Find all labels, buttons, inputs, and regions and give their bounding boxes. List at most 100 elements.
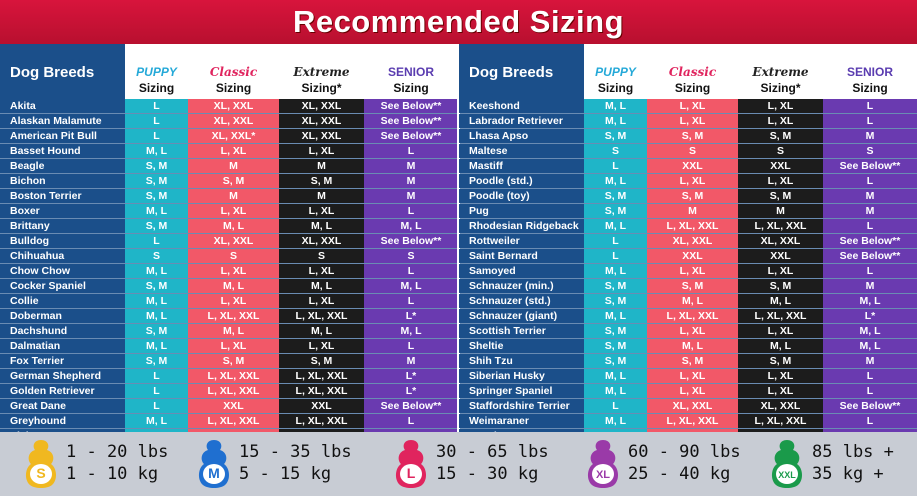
puppy-size: L — [125, 113, 188, 129]
header-puppy-label: Sizing — [138, 81, 175, 95]
senior-size: L — [823, 99, 917, 114]
senior-size: See Below** — [364, 99, 458, 114]
puppy-size: S, M — [584, 323, 647, 339]
puppy-size: M, L — [125, 143, 188, 159]
header-classic-label: Sizing — [674, 81, 711, 95]
sizing-tables: Dog Breeds PUPPY Sizing Classic Sizing Ext… — [0, 44, 917, 459]
extreme-size: M — [279, 188, 364, 204]
classic-size: S, M — [188, 173, 279, 189]
senior-size: L* — [823, 308, 917, 324]
classic-size: M, L — [188, 278, 279, 294]
classic-size: M, L — [647, 293, 738, 309]
header-extreme: Extreme Sizing* — [738, 44, 823, 99]
breed-name: Labrador Retriever — [459, 113, 584, 129]
table-row: Doberman M, L L, XL, XXL L, XL, XXL L* — [0, 308, 458, 324]
classic-size: XL, XXL — [647, 398, 738, 414]
legend-lbs: 60 - 90 lbs — [628, 442, 741, 462]
extreme-size: M — [279, 158, 364, 174]
senior-size: L — [823, 218, 917, 234]
puppy-size: S, M — [584, 293, 647, 309]
senior-size: See Below** — [364, 113, 458, 129]
breed-name: Scottish Terrier — [459, 323, 584, 339]
classic-size: L, XL — [647, 383, 738, 399]
puppy-size: S, M — [125, 158, 188, 174]
legend-kg: 1 - 10 kg — [66, 464, 159, 484]
breed-name: Doberman — [0, 308, 125, 324]
table-row: Chihuahua S S S S — [0, 248, 458, 264]
breed-name: Sheltie — [459, 338, 584, 354]
size-legend: S 1 - 20 lbs 1 - 10 kg M 15 - 35 lbs 5 - 15 k… — [0, 432, 917, 496]
classic-size: XXL — [647, 248, 738, 264]
extreme-size: L, XL, XXL — [738, 218, 823, 234]
table-row: Staffordshire Terrier L XL, XXL XL, XXL See … — [459, 398, 917, 414]
table-row: German Shepherd L L, XL, XXL L, XL, XXL L* — [0, 368, 458, 384]
breed-name: Great Dane — [0, 398, 125, 414]
classic-size: M, L — [188, 323, 279, 339]
puppy-size: M, L — [584, 99, 647, 114]
extreme-size: S — [738, 143, 823, 159]
senior-size: M — [823, 353, 917, 369]
extreme-size: XL, XXL — [279, 113, 364, 129]
table-row: Rhodesian Ridgeback M, L L, XL, XXL L, XL, … — [459, 218, 917, 234]
extreme-size: M, L — [738, 338, 823, 354]
table-divider — [457, 44, 460, 432]
table-row: Springer Spaniel M, L L, XL L, XL L — [459, 383, 917, 399]
breed-name: Maltese — [459, 143, 584, 159]
extreme-size: M, L — [738, 293, 823, 309]
classic-size: XL, XXL — [647, 233, 738, 249]
senior-size: L — [364, 203, 458, 219]
classic-size: L, XL, XXL — [647, 218, 738, 234]
breed-name: Lhasa Apso — [459, 128, 584, 144]
breed-name: Saint Bernard — [459, 248, 584, 264]
senior-size: L — [823, 413, 917, 429]
extreme-logo: Extreme — [752, 65, 809, 79]
senior-size: M, L — [823, 293, 917, 309]
table-row: Labrador Retriever M, L L, XL L, XL L — [459, 113, 917, 129]
extreme-size: L, XL — [738, 173, 823, 189]
breed-name: Collie — [0, 293, 125, 309]
puppy-size: L — [125, 233, 188, 249]
header-classic: Classic Sizing — [647, 44, 738, 99]
extreme-size: L, XL, XXL — [279, 413, 364, 429]
extreme-size: XL, XXL — [279, 99, 364, 114]
breed-name: Boxer — [0, 203, 125, 219]
classic-size: S, M — [647, 278, 738, 294]
breed-name: Pug — [459, 203, 584, 219]
table-row: Boxer M, L L, XL L, XL L — [0, 203, 458, 219]
breed-name: Fox Terrier — [0, 353, 125, 369]
header-senior: SENIOR Sizing — [823, 44, 917, 99]
table-row: Basset Hound M, L L, XL L, XL L — [0, 143, 458, 159]
classic-size: L, XL — [647, 99, 738, 114]
classic-size: XL, XXL — [188, 113, 279, 129]
puppy-size: S — [125, 248, 188, 264]
senior-size: L — [364, 338, 458, 354]
breed-name: Poodle (std.) — [459, 173, 584, 189]
puppy-size: L — [584, 158, 647, 174]
table-row: Golden Retriever L L, XL, XXL L, XL, XXL L* — [0, 383, 458, 399]
table-row: Keeshond M, L L, XL L, XL L — [459, 99, 917, 114]
classic-size: S — [188, 248, 279, 264]
extreme-size: M, L — [279, 278, 364, 294]
senior-size: See Below** — [823, 248, 917, 264]
senior-size: L — [823, 383, 917, 399]
extreme-size: L, XL — [279, 203, 364, 219]
puppy-size: M, L — [125, 293, 188, 309]
extreme-size: L, XL, XXL — [738, 308, 823, 324]
extreme-size: L, XL — [738, 99, 823, 114]
breed-name: American Pit Bull — [0, 128, 125, 144]
classic-size: L, XL — [647, 113, 738, 129]
senior-size: See Below** — [823, 158, 917, 174]
senior-size: S — [364, 248, 458, 264]
legend-lbs: 85 lbs + — [812, 442, 894, 462]
senior-size: M — [823, 278, 917, 294]
classic-size: L, XL, XXL — [188, 308, 279, 324]
classic-size: L, XL — [188, 338, 279, 354]
puppy-size: L — [125, 368, 188, 384]
puppy-size: L — [584, 248, 647, 264]
senior-size: L* — [364, 383, 458, 399]
breed-name: Schnauzer (giant) — [459, 308, 584, 324]
classic-size: L, XL — [188, 203, 279, 219]
senior-size: L — [364, 143, 458, 159]
